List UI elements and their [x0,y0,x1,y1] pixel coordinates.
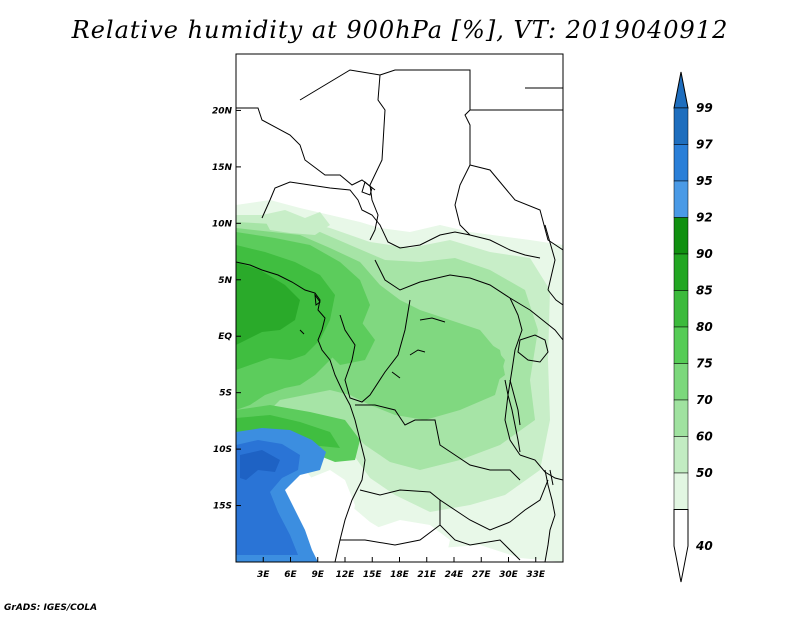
colorbar-label: 90 [696,247,713,261]
map-axis-ticks: 3E 6E 9E 12E 15E 18E 21E 24E 27E 30E 33E 20N 15N 10N 5… [212,106,546,580]
colorbar-segment [673,144,689,182]
colorbar-segment [673,253,689,291]
lat-tick-label: EQ [218,332,232,342]
lon-tick-label: 24E [445,570,465,580]
humidity-patch-east [450,338,505,390]
lon-tick-label: 3E [257,570,270,580]
border-sahel [261,181,541,259]
colorbar-label: 92 [696,211,713,225]
colorbar-segment [673,180,689,218]
lon-tick-label: 12E [336,570,356,580]
country-boundaries [236,69,563,562]
lat-tick-label: 5S [219,389,232,399]
colorbar-label: 40 [695,539,713,553]
colorbar-label: 75 [696,357,713,371]
lake-tanganyika [504,379,521,453]
colorbar-label: 60 [696,430,713,444]
colorbar-segment [673,217,689,255]
dry-zone-south-east [370,520,450,562]
colorbar-label: 70 [696,393,713,407]
border-angola-south [359,489,441,525]
border-congo-drc [339,299,411,403]
colorbar-segment [673,399,689,437]
coast-mozambique [544,514,556,562]
lon-tick-label: 21E [417,570,437,580]
lake-victoria [517,334,549,363]
lat-tick-label: 15S [213,502,232,512]
border-drc-east [504,297,523,456]
colorbar-segment [673,290,689,328]
colorbar-segment [673,472,689,510]
border-car [374,259,531,311]
colorbar-bottom-arrow [673,509,689,583]
colorbar-label: 80 [696,320,713,334]
border-zambia [439,479,549,531]
dry-tongue-south [302,470,355,562]
lon-tick-label: 33E [526,570,546,580]
colorbar-segment [673,326,689,364]
humidity-field [236,54,563,562]
border-ethiopia [525,87,563,291]
lat-tick-label: 20N [212,106,233,116]
colorbar-label: 85 [696,284,713,298]
humidity-patch-north [262,210,330,235]
humidity-patch-central [325,320,375,365]
lon-tick-label: 27E [472,570,492,580]
humidity-zone-90 [236,262,300,345]
lon-tick-label: 18E [390,570,410,580]
lon-tick-label: 6E [284,570,297,580]
lon-tick-label: 30E [499,570,519,580]
lon-tick-label: 9E [312,570,325,580]
gulf-islands [299,293,321,335]
lon-tick-label: 15E [363,570,383,580]
colorbar-label: 95 [696,174,713,188]
coastline-west-africa [236,261,366,562]
border-namibia [340,524,521,561]
colorbar-top-arrow [673,71,689,109]
colorbar-label: 97 [696,138,713,152]
colorbar-label: 99 [696,101,713,115]
grads-credit: GrADS: IGES/COLA [4,603,98,613]
border-east-africa [529,289,563,341]
congo-river [391,317,446,379]
saturation-patch-99 [240,450,280,480]
lat-tick-label: 10S [213,445,232,455]
lat-tick-label: 5N [218,276,232,286]
border-north-1 [236,107,376,191]
lat-tick-label: 15N [212,163,233,173]
colorbar-legend: 99 97 95 92 90 85 80 75 70 60 50 40 [673,71,713,583]
border-angola-drc [355,404,521,481]
chart-title: Relative humidity at 900hPa [%], VT: 201… [71,16,729,44]
colorbar-segment [673,107,689,145]
colorbar-segment [673,436,689,474]
lake-chad [361,181,373,196]
border-north-3 [369,74,386,241]
colorbar-label: 50 [696,466,713,480]
border-chad-sudan [469,109,563,251]
colorbar-segment [673,363,689,401]
lake-malawi [544,469,556,516]
lat-tick-label: 10N [212,219,233,229]
